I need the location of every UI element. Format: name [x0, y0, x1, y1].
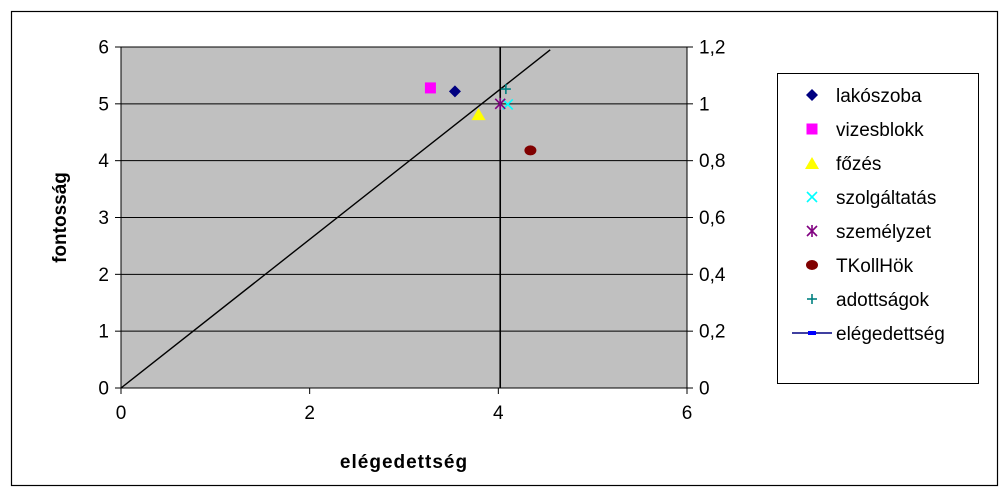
y2-tick-label: 0,2 — [699, 322, 725, 343]
y2-tick-label: 0,8 — [699, 151, 725, 172]
y2-tick-label: 1,2 — [699, 38, 725, 59]
y-tick-label: 4 — [98, 151, 109, 172]
legend-label: lakószoba — [836, 86, 922, 107]
x-tick-label: 6 — [682, 403, 693, 424]
legend-label: főzés — [836, 154, 881, 175]
y-tick-label: 2 — [98, 265, 109, 286]
legend-label: szolgáltatás — [836, 188, 936, 209]
legend-marker — [807, 294, 817, 304]
data-point-személyzet — [494, 97, 506, 110]
legend-marker — [805, 157, 819, 169]
legend-label: személyzet — [836, 222, 932, 243]
diamond-marker — [448, 85, 461, 98]
x-tick-label: 2 — [304, 403, 315, 424]
circle-marker — [806, 260, 818, 270]
y2-tick-label: 0,6 — [699, 208, 725, 229]
legend-label: TKollHök — [836, 256, 914, 277]
y-axis-title: fontosság — [50, 172, 71, 263]
y-tick-label: 0 — [98, 379, 109, 400]
x-tick-label: 0 — [116, 403, 127, 424]
data-point-lakószoba — [448, 85, 461, 98]
legend-label: adottságok — [836, 290, 929, 311]
y-tick-label: 5 — [98, 94, 109, 115]
legend-label: elégedettség — [836, 324, 945, 345]
diamond-marker — [806, 89, 818, 101]
data-point-vizesblokk — [424, 82, 436, 94]
x-axis-title: elégedettség — [340, 452, 468, 473]
legend-label: vizesblokk — [836, 120, 924, 141]
x-marker-stroke — [806, 191, 818, 203]
legend-marker — [806, 225, 818, 237]
y-tick-label: 3 — [98, 208, 109, 229]
data-point-főzés — [471, 108, 486, 121]
square-marker — [424, 82, 436, 94]
y-tick-label: 6 — [98, 38, 109, 59]
y2-tick-label: 0 — [699, 379, 710, 400]
legend-marker — [792, 331, 832, 335]
data-point-adottságok — [500, 84, 511, 95]
y-tick-label: 1 — [98, 322, 109, 343]
triangle-marker — [805, 157, 819, 169]
triangle-marker — [471, 108, 486, 121]
square-marker — [806, 123, 818, 135]
legend-marker — [806, 89, 818, 101]
legend-marker — [806, 123, 818, 135]
x-tick-label: 4 — [493, 403, 504, 424]
reference-line — [120, 49, 551, 389]
data-point-TKollHök — [524, 145, 537, 156]
y2-tick-label: 0,4 — [699, 265, 726, 286]
line-marker-dot — [808, 331, 816, 335]
legend-marker — [806, 260, 818, 270]
circle-marker — [524, 145, 537, 156]
legend-marker — [806, 191, 818, 203]
y2-tick-label: 1 — [699, 94, 710, 115]
